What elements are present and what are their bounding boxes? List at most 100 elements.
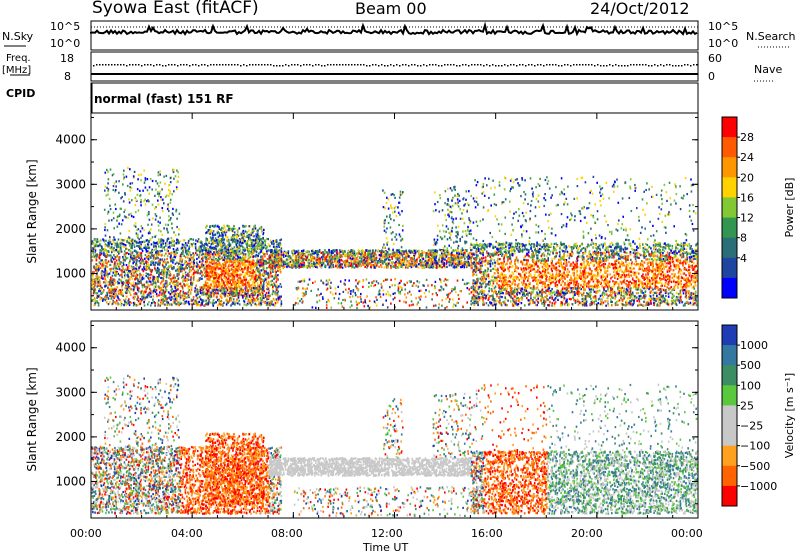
data-cell — [206, 254, 208, 257]
data-cell — [129, 278, 131, 281]
data-cell — [111, 274, 114, 277]
data-cell — [136, 254, 139, 257]
data-cell — [250, 304, 253, 307]
nave-point — [657, 65, 659, 67]
data-cell — [103, 289, 105, 292]
data-cell — [176, 251, 178, 255]
data-cell — [135, 262, 138, 265]
nave-point — [273, 65, 275, 67]
data-cell — [188, 271, 191, 274]
nsearch-label: N.Search — [746, 30, 796, 43]
data-cell — [217, 243, 220, 246]
data-cell — [137, 300, 140, 303]
data-cell — [99, 266, 102, 269]
data-cell — [105, 301, 108, 304]
data-cell — [107, 286, 109, 289]
data-cell — [214, 277, 216, 280]
data-cell — [246, 244, 248, 247]
data-cell — [133, 243, 136, 246]
data-cell — [172, 239, 175, 242]
nave-point — [672, 65, 674, 67]
data-cell — [124, 255, 127, 258]
data-cell — [258, 293, 261, 296]
data-cell — [168, 194, 170, 197]
data-cell — [188, 273, 191, 277]
data-cell — [91, 287, 94, 290]
data-cell — [236, 298, 238, 301]
freq-unit: [MHz] — [2, 65, 31, 76]
data-cell — [200, 257, 203, 260]
nave-point — [537, 64, 539, 66]
data-cell — [160, 196, 162, 199]
data-cell — [207, 294, 210, 297]
data-cell — [118, 257, 121, 260]
data-cell — [152, 301, 154, 304]
data-cell — [183, 278, 186, 281]
data-cell — [110, 280, 112, 284]
nave-point — [459, 65, 461, 67]
data-cell — [260, 227, 263, 230]
data-cell — [260, 295, 263, 298]
data-cell — [209, 275, 212, 278]
data-cell — [132, 288, 135, 291]
data-cell — [238, 253, 240, 257]
data-cell — [97, 302, 100, 305]
data-cell — [100, 259, 102, 262]
data-cell — [274, 293, 277, 297]
data-cell — [172, 297, 174, 300]
data-cell — [105, 284, 107, 287]
data-cell — [152, 282, 155, 285]
data-cell — [394, 257, 397, 260]
data-cell — [161, 271, 163, 274]
data-cell — [256, 257, 259, 260]
data-cell — [96, 300, 98, 303]
nave-point — [396, 64, 398, 66]
data-cell — [197, 292, 200, 296]
data-cell — [106, 265, 109, 268]
nave-point — [525, 65, 527, 67]
data-cell — [166, 266, 169, 269]
data-cell — [96, 269, 99, 273]
nave-point — [99, 64, 101, 66]
data-cell — [241, 241, 244, 244]
data-cell — [207, 276, 210, 280]
data-cell — [247, 298, 250, 301]
data-cell — [105, 194, 108, 197]
data-cell — [164, 279, 167, 283]
data-cell — [259, 278, 262, 281]
data-cell — [220, 302, 222, 305]
data-cell — [237, 260, 239, 263]
data-cell — [123, 250, 126, 253]
data-cell — [181, 243, 184, 246]
data-cell — [136, 282, 138, 285]
data-cell — [137, 209, 140, 212]
data-cell — [107, 193, 109, 196]
data-cell — [230, 304, 232, 307]
data-cell — [130, 272, 133, 275]
nsky-panel-frame — [90, 20, 699, 51]
data-cell — [93, 278, 96, 281]
data-cell — [206, 302, 209, 305]
nsky-tick-top: 10^5 — [50, 20, 80, 33]
data-cell — [235, 268, 237, 271]
data-cell — [189, 285, 191, 288]
data-cell — [205, 264, 208, 268]
data-cell — [188, 294, 191, 297]
data-cell — [255, 233, 257, 236]
data-cell — [158, 263, 160, 266]
data-cell — [194, 265, 196, 268]
data-cell — [212, 285, 214, 288]
data-cell — [120, 248, 122, 251]
data-cell — [114, 257, 117, 260]
data-cell — [223, 269, 226, 273]
data-cell — [139, 194, 142, 197]
data-cell — [147, 258, 150, 261]
data-cell — [95, 276, 98, 279]
nave-point — [555, 64, 557, 66]
data-cell — [240, 244, 242, 247]
data-cell — [153, 258, 155, 261]
data-cell — [94, 245, 96, 248]
data-cell — [107, 212, 109, 215]
data-cell — [155, 261, 157, 264]
data-cell — [164, 298, 167, 301]
